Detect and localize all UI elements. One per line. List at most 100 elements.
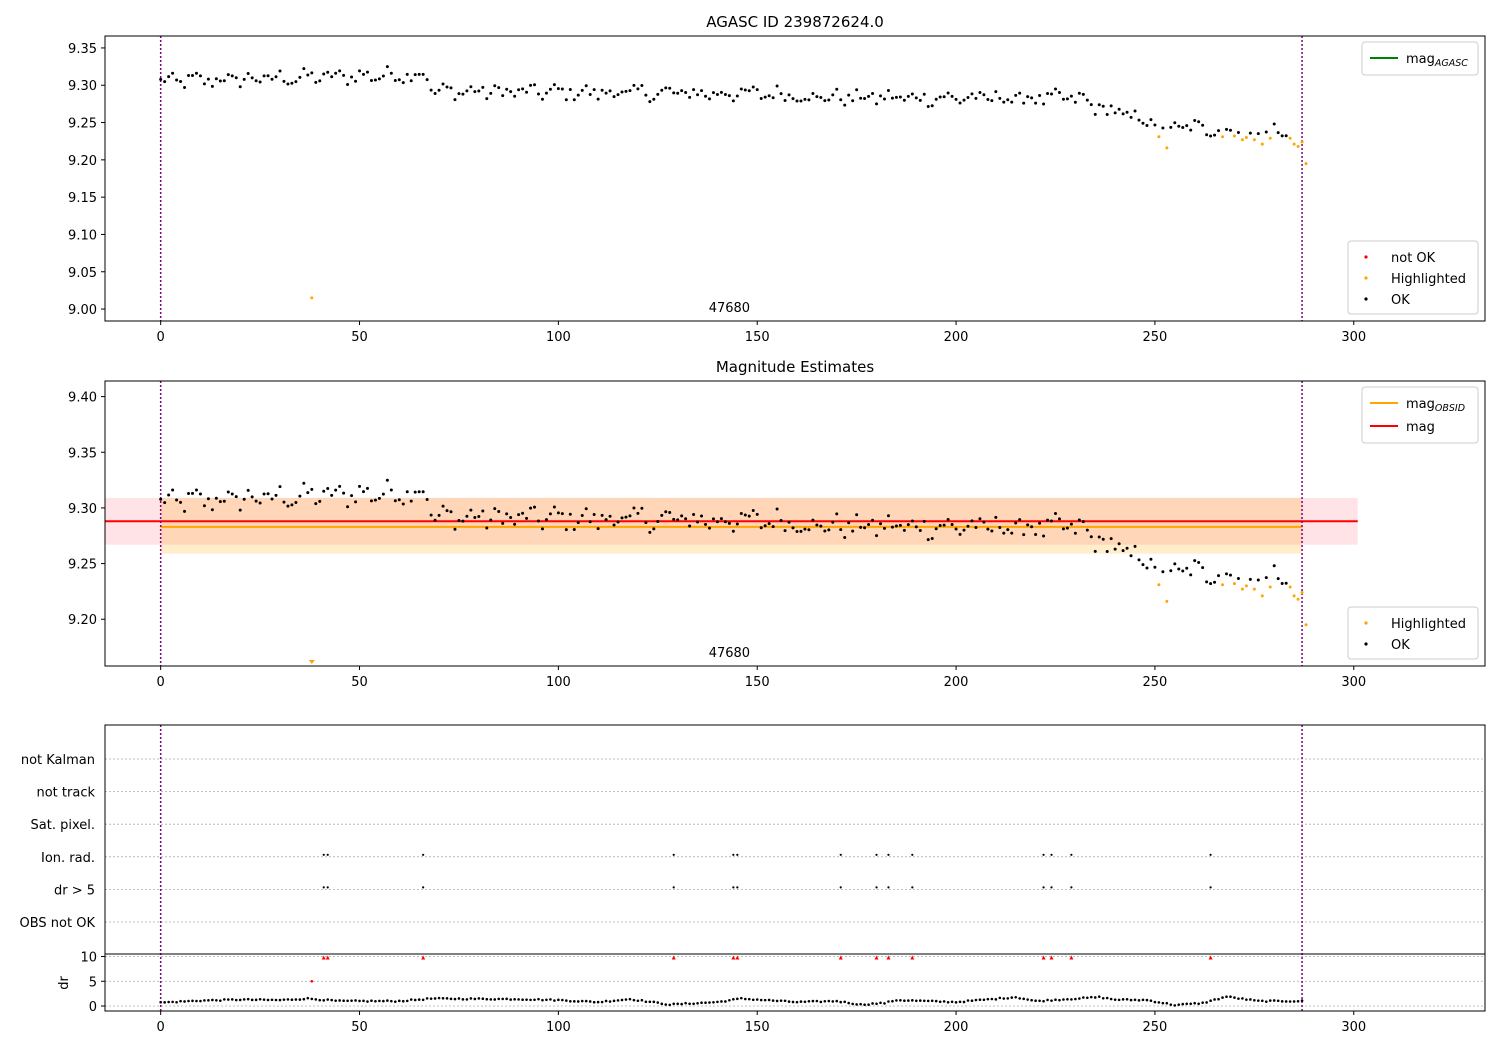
ok-point — [298, 75, 302, 79]
ok-point — [449, 86, 453, 90]
ok-point — [1284, 581, 1288, 585]
y-tick-label: 9.25 — [68, 558, 97, 573]
ok-point — [274, 493, 278, 497]
ok-point — [274, 75, 278, 79]
ok-point — [779, 92, 783, 96]
dr-point — [334, 999, 337, 1002]
dr-point — [441, 997, 445, 1000]
ok-point — [167, 493, 171, 497]
ok-point — [1137, 558, 1141, 562]
ok-point — [1053, 87, 1057, 91]
ok-point — [397, 78, 401, 82]
dr-point — [195, 999, 198, 1003]
dr-point — [831, 1000, 835, 1003]
ok-point — [318, 79, 322, 83]
mag-obsid-band — [160, 497, 1303, 554]
dr-point — [914, 999, 918, 1003]
magnitude-panel: Magnitude Estimates 0 50 100 150 200 250 300 9.… — [68, 358, 1486, 690]
ok-point — [262, 74, 266, 78]
ok-point — [1224, 127, 1228, 131]
dr-point — [958, 1000, 962, 1004]
dr-point — [879, 1001, 882, 1005]
dr-point — [1177, 1003, 1181, 1006]
flag-point — [839, 853, 842, 856]
ok-point — [234, 495, 238, 499]
ok-point — [421, 72, 425, 76]
x-tick-label: 300 — [1341, 675, 1366, 690]
dr-point — [954, 1001, 958, 1004]
dr-point — [266, 998, 270, 1002]
flag-point — [422, 886, 425, 889]
ok-point — [1014, 521, 1018, 525]
dr-point — [835, 999, 839, 1003]
dr-point — [242, 998, 246, 1001]
ok-point — [676, 91, 680, 95]
ok-point — [572, 528, 576, 532]
dr-point — [847, 1001, 850, 1005]
dr-point — [1101, 996, 1105, 1000]
ok-point — [290, 503, 294, 507]
ok-point — [815, 95, 819, 99]
dr-point — [616, 999, 620, 1002]
ok-point — [978, 517, 982, 521]
highlighted-point — [1157, 583, 1161, 587]
dr-point — [286, 998, 290, 1001]
dr-point — [374, 999, 377, 1003]
dr-point — [1165, 1001, 1169, 1005]
ok-point — [445, 85, 449, 89]
dr-point — [370, 999, 373, 1003]
dr-point — [1050, 999, 1053, 1002]
ok-point — [1185, 124, 1189, 128]
dr-point — [676, 1002, 679, 1006]
dr-point — [755, 998, 759, 1001]
ok-point — [938, 524, 942, 528]
ok-point — [513, 522, 517, 526]
dr-point — [1070, 998, 1073, 1001]
ok-point — [477, 514, 481, 518]
ok-point — [529, 506, 533, 510]
highlighted-point — [1252, 138, 1256, 142]
ok-point — [982, 520, 986, 524]
ok-point — [743, 513, 747, 517]
dr-capped-marker — [874, 955, 879, 960]
ok-point — [294, 80, 298, 84]
dr-point — [191, 999, 194, 1003]
ok-point — [922, 92, 926, 96]
ok-point — [187, 74, 191, 78]
ok-point — [1201, 123, 1205, 127]
dr-point — [819, 1000, 823, 1004]
ok-point — [1264, 130, 1268, 134]
ok-point — [843, 103, 847, 107]
ok-point — [568, 512, 572, 516]
legend-point-label: OK — [1391, 638, 1410, 653]
ok-point — [552, 83, 556, 87]
ok-point — [1006, 98, 1010, 102]
ok-point — [1141, 563, 1145, 567]
ok-point — [628, 89, 632, 93]
dr-point — [767, 998, 771, 1002]
y-tick-label: 9.40 — [68, 391, 97, 406]
ok-point — [636, 87, 640, 91]
dr-point — [322, 999, 326, 1002]
dr-point — [644, 1000, 648, 1004]
dr-point — [1086, 996, 1089, 1000]
ok-point — [1121, 112, 1125, 116]
ok-point — [230, 492, 234, 496]
ok-point — [1141, 121, 1145, 125]
dr-point — [1074, 997, 1077, 1001]
y-tick-label: 9.20 — [68, 613, 97, 628]
ok-point — [616, 520, 620, 524]
dr-point — [533, 998, 536, 1002]
ok-point — [680, 89, 684, 93]
dr-point — [660, 1002, 664, 1006]
dr-point — [561, 998, 564, 1002]
ok-point — [624, 89, 628, 93]
dr-point — [1288, 1000, 1292, 1003]
ok-point — [1081, 520, 1085, 524]
ok-point — [1089, 103, 1093, 107]
flag-point — [326, 853, 329, 856]
dr-point — [1249, 998, 1252, 1001]
ok-point — [839, 528, 843, 532]
highlighted-point-offscale — [308, 660, 315, 664]
highlighted-point — [1292, 594, 1296, 598]
